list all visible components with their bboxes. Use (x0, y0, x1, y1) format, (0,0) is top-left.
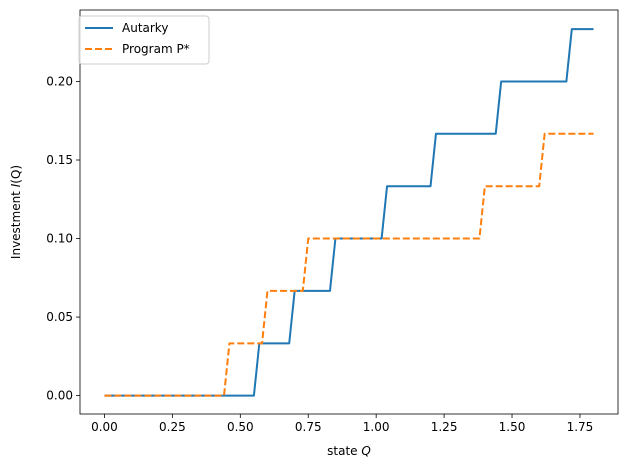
x-tick-label: 0.25 (159, 420, 186, 434)
series-line-program-p (104, 132, 594, 397)
legend-label-autarky: Autarky (122, 21, 168, 35)
y-tick-label: 0.20 (46, 74, 73, 88)
x-tick-label: 0.00 (91, 420, 118, 434)
y-axis-label: Investment I(Q) (9, 165, 23, 259)
x-tick-label: 1.25 (431, 420, 458, 434)
x-tick-label: 0.50 (227, 420, 254, 434)
y-axis-label-text: Investment (9, 187, 23, 259)
y-tick-label: 0.05 (46, 310, 73, 324)
x-axis-label-var: Q (361, 444, 370, 458)
x-axis-label-text: state (327, 444, 357, 458)
x-tick-label: 1.75 (567, 420, 594, 434)
x-axis-label: state Q (327, 444, 371, 458)
y-tick-label: 0.10 (46, 232, 73, 246)
x-tick-label: 0.75 (295, 420, 322, 434)
x-tick-label: 1.50 (499, 420, 526, 434)
y-axis: 0.00 0.05 0.10 0.15 0.20 (46, 74, 80, 403)
y-axis-label-var: I (9, 183, 23, 187)
x-tick-label: 1.00 (363, 420, 390, 434)
y-tick-label: 0.00 (46, 389, 73, 403)
plot-area (104, 28, 594, 397)
y-tick-label: 0.15 (46, 153, 73, 167)
axes-frame (79, 9, 619, 415)
y-axis-label-suffix: (Q) (9, 165, 23, 184)
legend: Autarky Program P* (78, 15, 210, 65)
legend-label-program-p: Program P* (122, 42, 190, 56)
x-axis: 0.00 0.25 0.50 0.75 1.00 1.25 1.50 1.75 (91, 414, 593, 434)
series-line-autarky (104, 28, 594, 397)
